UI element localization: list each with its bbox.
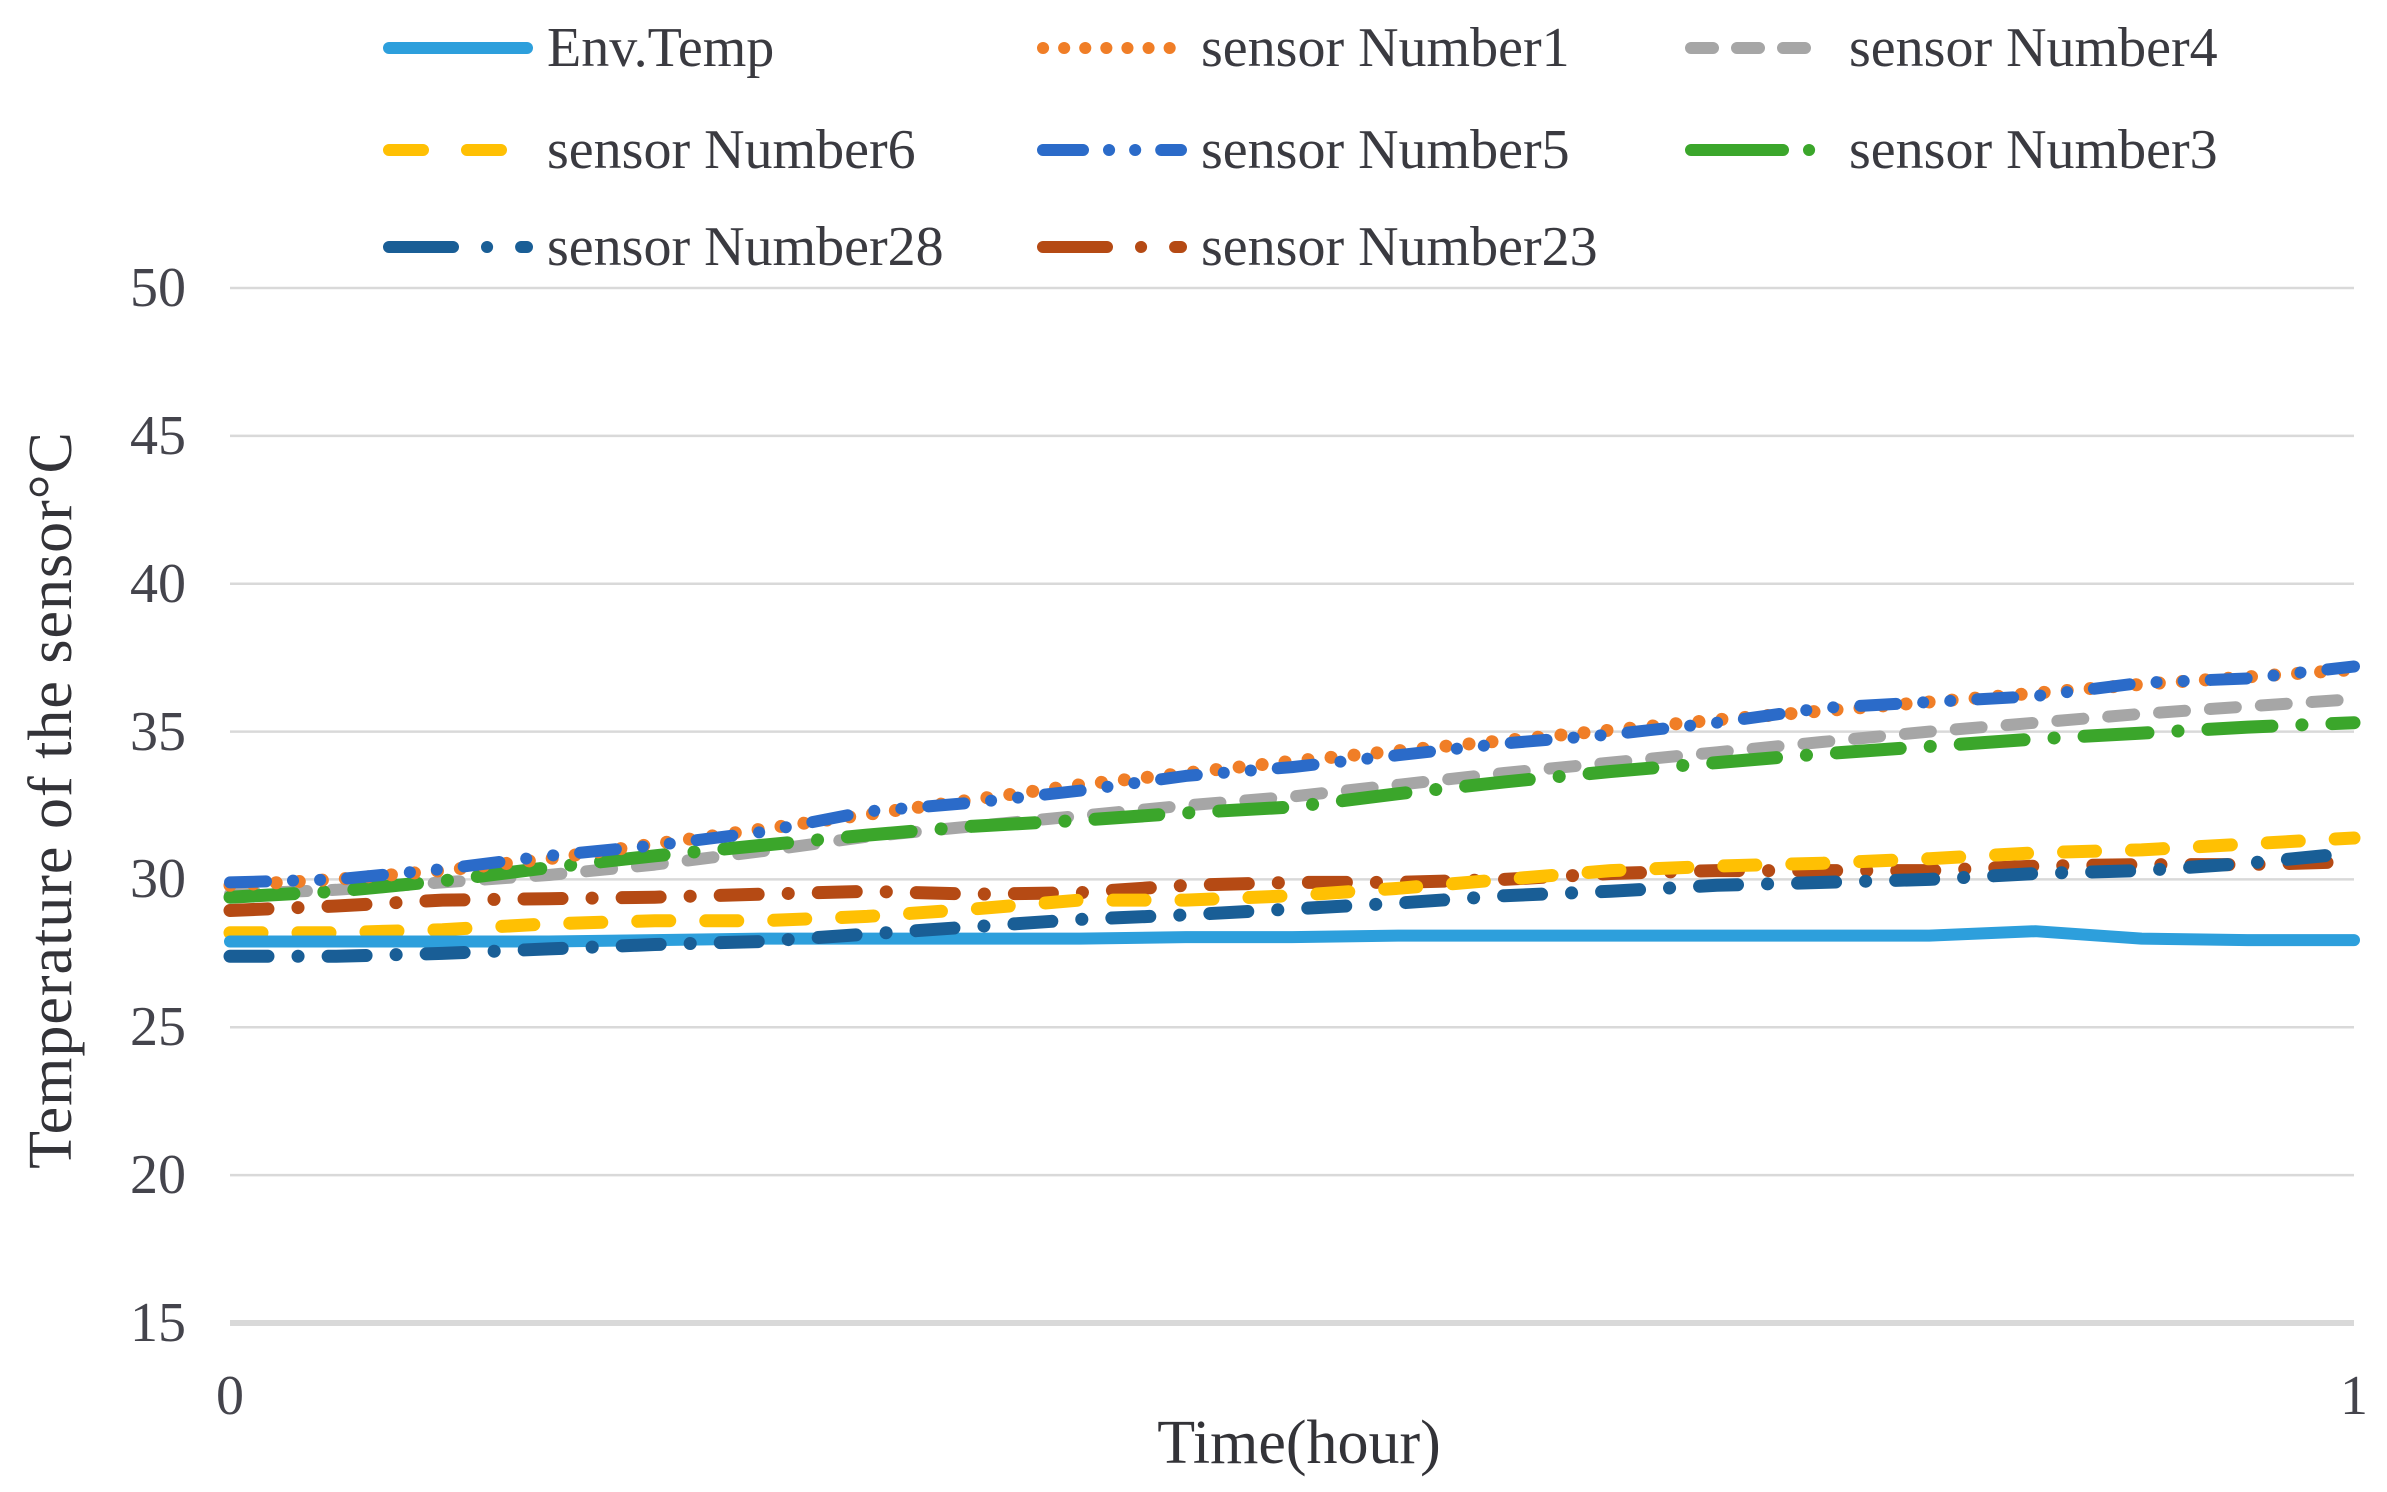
y-tick-label-35: 35 — [130, 700, 186, 763]
legend-item-sensor-number6: sensor Number6 — [383, 120, 916, 180]
series-line-sensor-number5 — [224, 660, 2360, 889]
y-tick-label-20: 20 — [130, 1144, 186, 1207]
legend-marker-icon — [1685, 144, 1835, 156]
legend-label: sensor Number6 — [547, 119, 916, 181]
y-tick-label-50: 50 — [130, 257, 186, 319]
y-tick-label-15: 15 — [130, 1292, 186, 1354]
legend-marker-icon — [383, 42, 533, 54]
series-line-sensor-number3 — [223, 716, 2361, 904]
legend-item-sensor-number4: sensor Number4 — [1685, 18, 2218, 78]
legend-marker-icon — [1685, 42, 1835, 54]
series-line-sensor-number6 — [223, 831, 2361, 940]
legend-item-sensor-number1: sensor Number1 — [1037, 18, 1570, 78]
series-line-sensor-number4 — [224, 693, 2360, 901]
legend-item-sensor-number5: sensor Number5 — [1037, 120, 1570, 180]
legend-item-sensor-number23: sensor Number23 — [1037, 217, 1598, 277]
x-axis-title: Time(hour) — [1157, 1409, 1441, 1477]
legend-marker-icon — [1037, 144, 1187, 156]
legend-item-sensor-number3: sensor Number3 — [1685, 120, 2218, 180]
legend-label: sensor Number5 — [1201, 119, 1570, 181]
series-line-sensor-number23 — [223, 855, 2361, 917]
legend-label: sensor Number3 — [1849, 119, 2218, 181]
legend-label: sensor Number28 — [547, 216, 944, 278]
y-tick-label-30: 30 — [130, 848, 186, 911]
y-tick-label-25: 25 — [130, 996, 186, 1059]
legend-item-sensor-number28: sensor Number28 — [383, 217, 944, 277]
x-tick-label-0: 0 — [216, 1365, 244, 1427]
legend-label: Env.Temp — [547, 17, 775, 79]
legend-label: sensor Number23 — [1201, 216, 1598, 278]
series-line-sensor-number28 — [223, 846, 2361, 963]
legend-marker-icon — [383, 144, 533, 156]
x-tick-label-1: 1 — [2340, 1365, 2368, 1427]
legend-label: sensor Number1 — [1201, 17, 1570, 79]
y-tick-label-45: 45 — [130, 404, 186, 467]
legend-marker-icon — [1037, 42, 1187, 54]
series-line-env-temp — [224, 925, 2360, 948]
y-tick-label-40: 40 — [130, 552, 186, 615]
legend-marker-icon — [1037, 241, 1187, 253]
legend-label: sensor Number4 — [1849, 17, 2218, 79]
y-axis-title: Temperature of the sensor°C — [17, 431, 85, 1169]
legend-item-env-temp: Env.Temp — [383, 18, 774, 78]
legend-marker-icon — [383, 241, 533, 253]
